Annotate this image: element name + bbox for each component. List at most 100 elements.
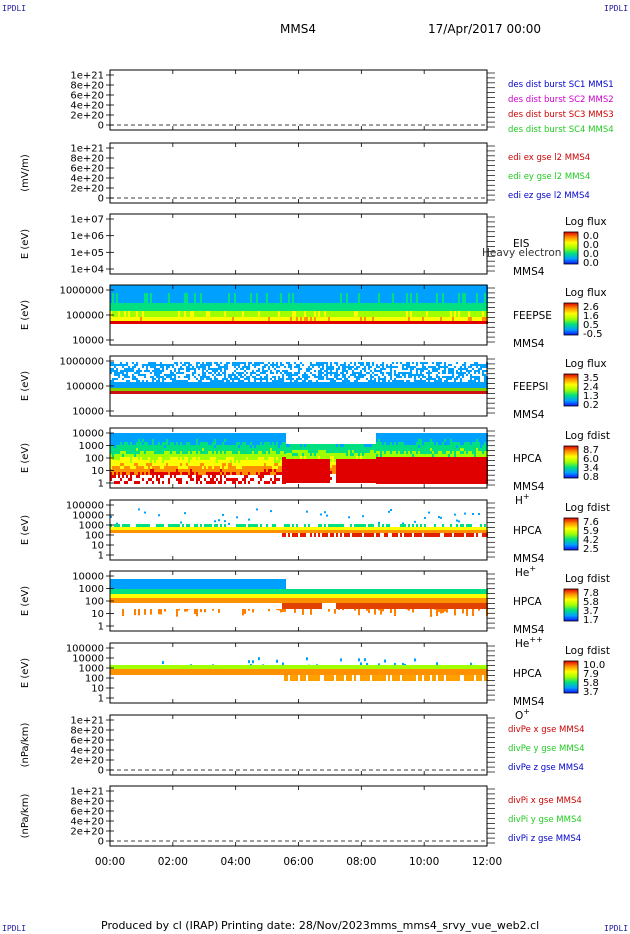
- time-tick-label: 10:00: [409, 856, 439, 868]
- ytick-label: 1e+06: [70, 231, 104, 242]
- y-axis-label: E (eV): [20, 300, 31, 330]
- ytick-label: 100: [85, 674, 104, 685]
- panel-frame: [109, 69, 488, 131]
- colorbar-title: Log fdist: [565, 573, 610, 585]
- ytick-label: 100: [85, 454, 104, 465]
- ytick-label: 10000: [72, 654, 104, 665]
- time-tick-label: 04:00: [221, 856, 251, 868]
- ytick-label: 0: [98, 837, 104, 848]
- colorbar-tick: 10.0: [583, 660, 605, 671]
- colorbar-tick: 5.9: [583, 526, 599, 537]
- ytick-label: 2e+20: [70, 827, 104, 838]
- ytick-label: 1e+21: [70, 716, 104, 727]
- ytick-label: 10: [91, 541, 104, 552]
- colorbar: [563, 517, 579, 551]
- ytick-label: 1: [98, 694, 104, 705]
- ytick-label: 6e+20: [70, 164, 104, 175]
- legend-entry: des dist burst SC1 MMS1: [508, 80, 614, 90]
- colorbar-title: Log flux: [565, 287, 607, 299]
- ytick-label: 1000: [79, 584, 104, 595]
- colorbar-tick: 3.7: [583, 606, 599, 617]
- ytick-label: 1e+21: [70, 71, 104, 82]
- ytick-label: 10000: [72, 336, 104, 347]
- ytick-label: 0: [98, 194, 104, 205]
- ytick-label: 4e+20: [70, 817, 104, 828]
- ytick-label: 2e+20: [70, 111, 104, 122]
- ytick-label: 10: [91, 466, 104, 477]
- time-tick-label: 12:00: [472, 856, 502, 868]
- y-axis-label: E (eV): [20, 443, 31, 473]
- ytick-label: 1000: [79, 664, 104, 675]
- ytick-label: 1: [98, 622, 104, 633]
- species-label: O+: [515, 707, 530, 722]
- ytick-label: 8e+20: [70, 154, 104, 165]
- corner-label-bottom-left: IPDLI: [2, 924, 27, 933]
- time-tick-label: 06:00: [283, 856, 313, 868]
- legend-entry: divPi z gse MMS4: [508, 834, 581, 844]
- colorbar-tick: 0.5: [583, 320, 599, 331]
- colorbar-tick: 3.5: [583, 373, 599, 384]
- ytick-label: 6e+20: [70, 736, 104, 747]
- y-axis-label: (nPa/km): [20, 794, 31, 839]
- species-label: He+: [515, 564, 536, 579]
- ytick-label: 1000000: [59, 357, 104, 368]
- datetime-title: 17/Apr/2017 00:00: [428, 22, 542, 36]
- y-axis-label: E (eV): [20, 371, 31, 401]
- ytick-label: 8e+20: [70, 726, 104, 737]
- time-tick-label: 08:00: [346, 856, 376, 868]
- colorbar-tick: 2.6: [583, 302, 599, 313]
- y-axis-label: (mV/m): [20, 154, 31, 192]
- spacecraft-label: MMS4: [513, 481, 545, 493]
- ytick-label: 10000: [72, 511, 104, 522]
- ytick-label: 1e+21: [70, 787, 104, 798]
- colorbar-tick: 7.8: [583, 588, 599, 599]
- colorbar-title: Log fdist: [565, 645, 610, 657]
- colorbar-tick: 0.0: [583, 231, 599, 242]
- species-label: He++: [515, 635, 543, 650]
- instrument-label: FEEPSE: [513, 310, 552, 322]
- legend-entry: divPe x gse MMS4: [508, 725, 585, 735]
- colorbar-tick: 0.8: [583, 472, 599, 483]
- overlay-label: Heavy electron to: [482, 247, 575, 259]
- ytick-label: 10000: [72, 407, 104, 418]
- y-axis-label: E (eV): [20, 515, 31, 545]
- ytick-label: 10: [91, 609, 104, 620]
- colorbar: [563, 373, 579, 407]
- colorbar-title: Log fdist: [565, 502, 610, 514]
- ytick-label: 4e+20: [70, 101, 104, 112]
- corner-label-top-left: IPDLI: [2, 4, 27, 13]
- legend-entry: des dist burst SC2 MMS2: [508, 95, 614, 105]
- colorbar-tick: 5.8: [583, 678, 599, 689]
- colorbar-tick: 3.7: [583, 687, 599, 698]
- colorbar-title: Log flux: [565, 358, 607, 370]
- ytick-label: 100: [85, 531, 104, 542]
- ytick-label: 1e+05: [70, 248, 104, 259]
- colorbar: [563, 660, 579, 694]
- colorbar-tick: 1.7: [583, 615, 599, 626]
- ytick-label: 1e+07: [70, 215, 104, 226]
- ytick-label: 4e+20: [70, 746, 104, 757]
- colorbar-title: Log fdist: [565, 430, 610, 442]
- colorbar-tick: 8.7: [583, 445, 599, 456]
- ytick-label: 0: [98, 121, 104, 132]
- colorbar-tick: 2.5: [583, 544, 599, 555]
- ytick-label: 6e+20: [70, 91, 104, 102]
- ytick-label: 4e+20: [70, 174, 104, 185]
- ytick-label: 1: [98, 479, 104, 490]
- corner-label-top-right: IPDLI: [604, 4, 629, 13]
- ytick-label: 1000: [79, 521, 104, 532]
- instrument-label: FEEPSI: [513, 381, 548, 393]
- legend-entry: edi ez gse l2 MMS4: [508, 191, 590, 201]
- colorbar-title: Log flux: [565, 216, 607, 228]
- ytick-label: 8e+20: [70, 81, 104, 92]
- legend-entry: divPi x gse MMS4: [508, 796, 582, 806]
- y-axis-label: E (eV): [20, 586, 31, 616]
- colorbar: [563, 588, 579, 622]
- colorbar-tick: -0.5: [583, 329, 603, 340]
- colorbar-tick: 1.6: [583, 311, 599, 322]
- spacecraft-label: MMS4: [513, 266, 545, 278]
- legend-entry: divPi y gse MMS4: [508, 815, 582, 825]
